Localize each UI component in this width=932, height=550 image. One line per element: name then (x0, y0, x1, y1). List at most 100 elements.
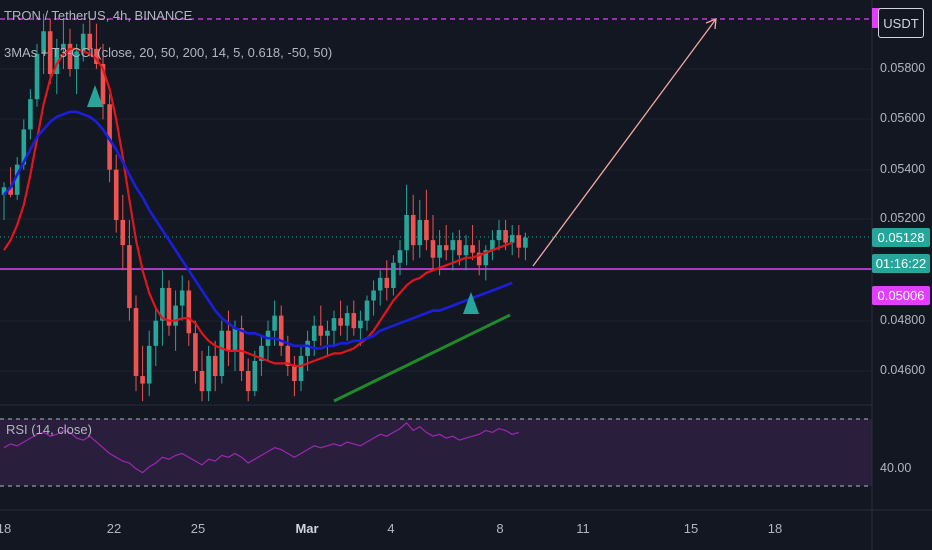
main-pane (0, 13, 872, 403)
candle-body (457, 240, 462, 256)
ma-slow-line (3, 110, 513, 350)
x-tick: 22 (106, 521, 122, 536)
x-tick: 25 (190, 521, 206, 536)
candles (1, 13, 528, 402)
buy-signal-arrow-1 (87, 85, 103, 107)
candle-body (384, 277, 390, 288)
candle-body (351, 313, 357, 329)
candle-body (325, 330, 330, 336)
candle-body (107, 104, 112, 170)
candle-body (80, 33, 86, 52)
candle-body (74, 51, 79, 69)
candle-body (305, 340, 310, 356)
uptrend-line (333, 313, 511, 403)
candle-body (496, 230, 502, 241)
rsi-pane (0, 418, 872, 487)
candle-body (21, 129, 27, 165)
last-price-tag: 0.05128 (872, 228, 930, 247)
candle-body (127, 245, 132, 309)
candle-body (450, 240, 456, 251)
candle-body (8, 187, 13, 195)
y-tick: 0.04800 (880, 313, 926, 327)
y-tick: 0.05800 (880, 61, 926, 75)
level-price-tag: 0.05006 (872, 286, 930, 305)
candle-body (199, 371, 205, 392)
rsi-band (0, 419, 872, 486)
candle-body (100, 63, 106, 105)
candle-body (226, 330, 231, 351)
candle-body (67, 43, 73, 69)
rsi-legend[interactable]: RSI (14, close) (6, 422, 92, 437)
candle-body (338, 318, 343, 326)
ma-fast-line (3, 47, 513, 368)
candle-body (94, 48, 99, 64)
currency-button[interactable]: USDT (878, 8, 924, 38)
candle-body (503, 230, 508, 243)
candle-body (140, 376, 145, 384)
candle-body (193, 333, 198, 371)
candle-body (437, 245, 442, 258)
rsi-line (3, 421, 519, 474)
candle-body (298, 355, 304, 382)
candle-body (146, 345, 152, 384)
symbol-title[interactable]: TRON / TetherUS, 4h, BINANCE (4, 8, 193, 23)
candle-body (1, 187, 7, 195)
target-level-tag (872, 8, 880, 28)
candle-body (259, 345, 264, 361)
candle-body (219, 330, 225, 377)
candle-body (397, 250, 403, 263)
candle-body (311, 325, 317, 341)
candle-body (443, 245, 449, 251)
y-tick: 0.05400 (880, 162, 926, 176)
candle-body (490, 240, 495, 251)
candle-body (404, 214, 409, 251)
candle-body (364, 300, 370, 321)
candle-body (245, 371, 251, 392)
candle-body (358, 320, 363, 329)
candle-body (509, 235, 515, 243)
candle-body (476, 252, 482, 266)
candle-body (61, 43, 66, 49)
projection-arrow (532, 17, 717, 267)
candle-body (120, 220, 126, 246)
grid-lines (0, 68, 872, 372)
candle-body (410, 214, 416, 246)
candle-body (41, 31, 46, 54)
candle-body (206, 355, 211, 392)
candle-body (470, 245, 475, 253)
indicator-legend[interactable]: 3MAs + T3-CCI (close, 20, 50, 200, 14, 5… (4, 45, 333, 60)
candle-body (54, 48, 60, 75)
y-tick: 0.05600 (880, 111, 926, 125)
candle-body (232, 328, 238, 351)
candle-body (391, 262, 396, 288)
candle-body (113, 169, 119, 220)
x-tick: 4 (387, 521, 395, 536)
y-tick: 0.04600 (880, 363, 926, 377)
x-tick: 18 (767, 521, 783, 536)
x-tick: 8 (496, 521, 504, 536)
candle-body (173, 305, 178, 326)
candle-body (417, 220, 423, 246)
candle-body (523, 237, 528, 248)
candle-body (278, 315, 284, 346)
candle-body (344, 313, 350, 326)
x-tick: 15 (683, 521, 699, 536)
buy-signal-arrow-2 (463, 292, 479, 314)
candle-body (179, 290, 185, 306)
candle-body (272, 315, 277, 331)
candle-body (186, 290, 192, 334)
candle-body (430, 240, 436, 258)
candle-body (318, 325, 324, 336)
candle-body (34, 53, 40, 100)
candle-body (292, 365, 297, 382)
bar-countdown-tag: 01:16:22 (872, 254, 930, 273)
candle-body (14, 164, 20, 195)
x-tick: 18 (0, 521, 12, 536)
candle-body (371, 290, 376, 301)
candle-body (516, 235, 522, 248)
candle-body (212, 355, 218, 377)
x-tick: Mar (295, 521, 319, 536)
candle-body (239, 328, 244, 371)
candle-body (87, 33, 93, 49)
